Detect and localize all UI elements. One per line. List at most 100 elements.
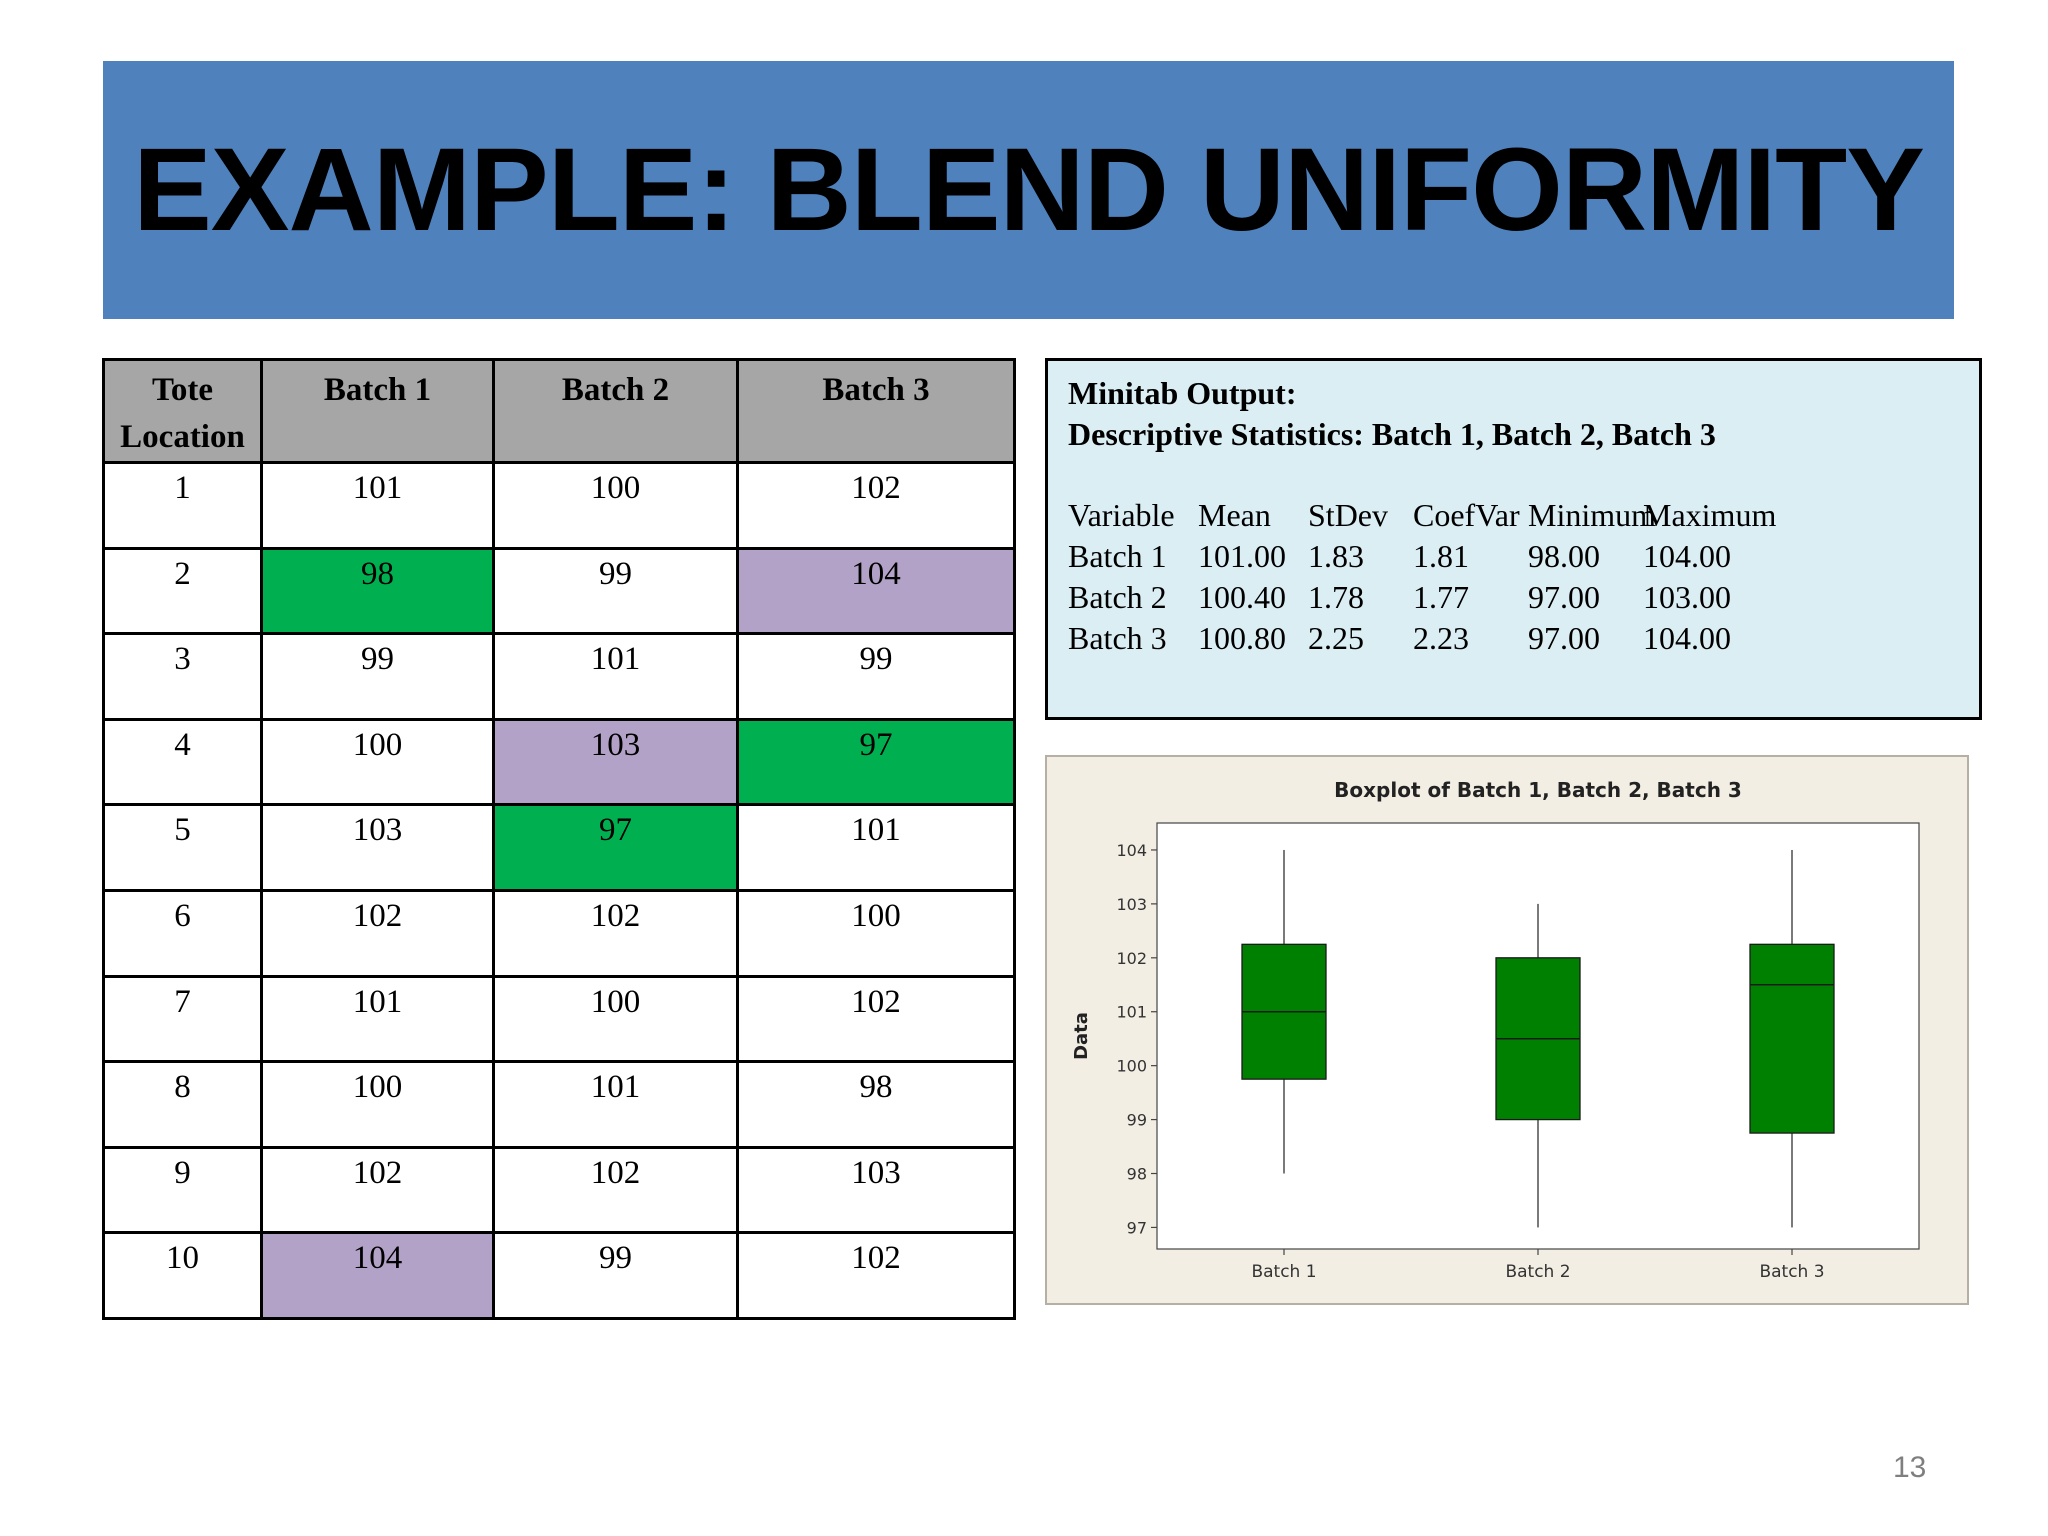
stats-cell: Batch 3 <box>1068 620 1167 656</box>
table-row: 1 101 100 102 <box>102 461 1016 550</box>
cell-batch2: 100 <box>492 974 739 1064</box>
minitab-output-box: Minitab Output: Descriptive Statistics: … <box>1045 358 1982 720</box>
cell-batch2: 102 <box>492 1145 739 1235</box>
slide-title: EXAMPLE: BLEND UNIFORMITY <box>133 124 1925 256</box>
table-row: 2 98 99 104 <box>102 546 1016 636</box>
table-row: 7 101 100 102 <box>102 974 1016 1064</box>
cell-batch3: 102 <box>736 974 1016 1064</box>
stats-cell: 2.25 <box>1308 620 1364 656</box>
cell-batch3: 98 <box>736 1060 1016 1149</box>
cell-location: 10 <box>102 1231 263 1320</box>
blend-data-table: Tote Location Batch 1 Batch 2 Batch 3 1 … <box>102 358 1016 1320</box>
stats-cell: 1.78 <box>1308 579 1364 615</box>
cell-batch3-max: 104 <box>736 546 1016 636</box>
y-tick-label: 103 <box>1116 895 1147 914</box>
y-tick-label: 100 <box>1116 1057 1147 1076</box>
table-row: 3 99 101 99 <box>102 632 1016 721</box>
cell-location: 1 <box>102 461 263 550</box>
cell-batch1: 103 <box>260 803 495 892</box>
cell-batch2: 101 <box>492 632 739 721</box>
cell-batch3-min: 97 <box>736 717 1016 807</box>
cell-batch2: 102 <box>492 888 739 978</box>
cell-batch2-min: 97 <box>492 803 739 892</box>
header-tote-line2: Location <box>120 419 245 455</box>
x-tick-label: Batch 3 <box>1759 1262 1824 1282</box>
stats-cell: 100.80 <box>1198 620 1286 656</box>
title-banner: EXAMPLE: BLEND UNIFORMITY <box>103 61 1954 319</box>
cell-batch2: 100 <box>492 461 739 550</box>
header-tote-location: Tote Location <box>102 358 263 464</box>
table-row: 10 104 99 102 <box>102 1231 1016 1320</box>
y-axis-label: Data <box>1071 1012 1092 1060</box>
header-batch1: Batch 1 <box>260 358 495 464</box>
stats-col-header: Mean <box>1198 497 1271 533</box>
y-tick-label: 97 <box>1127 1218 1147 1237</box>
stats-cell: 104.00 <box>1643 538 1731 574</box>
header-tote-line1: Tote <box>151 372 214 408</box>
table-row: 5 103 97 101 <box>102 803 1016 892</box>
y-tick-label: 104 <box>1116 841 1147 860</box>
stats-cell: 97.00 <box>1528 579 1600 615</box>
table-row: 9 102 102 103 <box>102 1145 1016 1235</box>
stats-cell: 100.40 <box>1198 579 1286 615</box>
stats-cell: 1.77 <box>1413 579 1469 615</box>
stats-cell: 2.23 <box>1413 620 1469 656</box>
cell-location: 7 <box>102 974 263 1064</box>
cell-batch1: 99 <box>260 632 495 721</box>
stats-cell: 101.00 <box>1198 538 1286 574</box>
x-tick-label: Batch 2 <box>1505 1262 1570 1282</box>
minitab-subheading: Descriptive Statistics: Batch 1, Batch 2… <box>1068 416 1716 452</box>
cell-batch1: 101 <box>260 974 495 1064</box>
stats-col-header: StDev <box>1308 497 1388 533</box>
stats-col-header: Maximum <box>1643 497 1777 533</box>
y-tick-label: 102 <box>1116 949 1147 968</box>
header-batch2: Batch 2 <box>492 358 739 464</box>
boxplot-panel: Boxplot of Batch 1, Batch 2, Batch 3 97 98… <box>1045 755 1969 1305</box>
stats-cell: 1.83 <box>1308 538 1364 574</box>
header-batch3: Batch 3 <box>736 358 1016 464</box>
cell-batch3: 103 <box>736 1145 1016 1235</box>
stats-cell: 98.00 <box>1528 538 1600 574</box>
stats-col-header: CoefVar <box>1413 497 1520 533</box>
stats-grid: Variable Mean StDev CoefVar Minimum Maxi… <box>1068 495 1959 659</box>
cell-location: 8 <box>102 1060 263 1149</box>
cell-batch2: 99 <box>492 1231 739 1320</box>
page-number: 13 <box>1893 1451 1927 1484</box>
stats-cell: 103.00 <box>1643 579 1731 615</box>
chart-title: Boxplot of Batch 1, Batch 2, Batch 3 <box>1334 778 1742 802</box>
cell-batch1: 102 <box>260 1145 495 1235</box>
table-header-row: Tote Location Batch 1 Batch 2 Batch 3 <box>102 358 1016 464</box>
cell-batch2: 99 <box>492 546 739 636</box>
stats-cell: 1.81 <box>1413 538 1469 574</box>
cell-batch1-min: 98 <box>260 546 495 636</box>
stats-cell: Batch 1 <box>1068 538 1167 574</box>
table-row: 6 102 102 100 <box>102 888 1016 978</box>
cell-batch1: 100 <box>260 1060 495 1149</box>
cell-location: 6 <box>102 888 263 978</box>
cell-batch3: 100 <box>736 888 1016 978</box>
cell-location: 2 <box>102 546 263 636</box>
cell-batch1: 100 <box>260 717 495 807</box>
cell-location: 5 <box>102 803 263 892</box>
cell-location: 9 <box>102 1145 263 1235</box>
cell-batch1: 101 <box>260 461 495 550</box>
cell-location: 4 <box>102 717 263 807</box>
stats-col-header: Variable <box>1068 497 1175 533</box>
cell-batch1: 102 <box>260 888 495 978</box>
table-row: 4 100 103 97 <box>102 717 1016 807</box>
cell-batch3: 101 <box>736 803 1016 892</box>
stats-col-header: Minimum <box>1528 497 1657 533</box>
cell-batch3: 102 <box>736 1231 1016 1320</box>
cell-batch1-max: 104 <box>260 1231 495 1320</box>
cell-batch3: 99 <box>736 632 1016 721</box>
cell-batch2-max: 103 <box>492 717 739 807</box>
table-row: 8 100 101 98 <box>102 1060 1016 1149</box>
stats-cell: 97.00 <box>1528 620 1600 656</box>
y-tick-label: 101 <box>1116 1003 1147 1022</box>
cell-batch3: 102 <box>736 461 1016 550</box>
cell-batch2: 101 <box>492 1060 739 1149</box>
boxplot-chart: Boxplot of Batch 1, Batch 2, Batch 3 97 98… <box>1071 778 1920 1282</box>
y-tick-label: 98 <box>1127 1165 1147 1184</box>
box-3 <box>1749 943 1835 1134</box>
stats-cell: Batch 2 <box>1068 579 1167 615</box>
